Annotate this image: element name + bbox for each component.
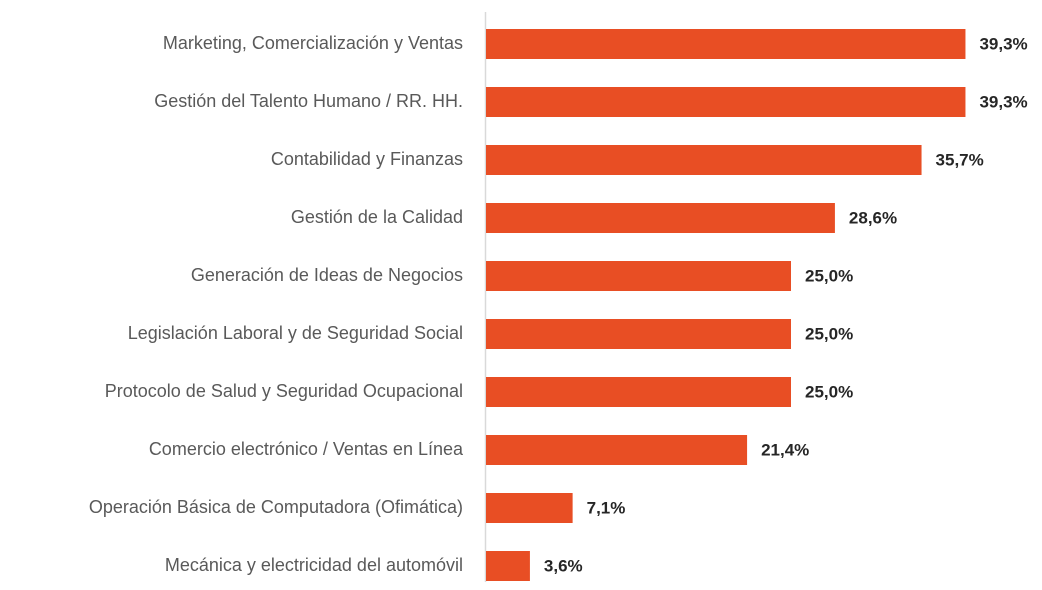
data-label: 25,0% [805,382,853,401]
category-label: Marketing, Comercialización y Ventas [163,33,463,53]
data-label: 39,3% [979,34,1027,53]
data-label: 28,6% [849,208,897,227]
data-label: 7,1% [587,498,626,517]
data-label: 35,7% [936,150,984,169]
bar [486,435,748,465]
bar [486,261,791,291]
bar [486,493,573,523]
data-label: 39,3% [979,92,1027,111]
bar [486,319,791,349]
bar [486,145,922,175]
bar [486,203,835,233]
bar [486,87,966,117]
category-label: Operación Básica de Computadora (Ofimáti… [89,497,463,517]
category-label: Contabilidad y Finanzas [271,149,463,169]
category-label: Gestión del Talento Humano / RR. HH. [154,91,463,111]
data-label: 25,0% [805,324,853,343]
category-label: Generación de Ideas de Negocios [191,265,463,285]
data-label: 21,4% [761,440,809,459]
bar [486,551,530,581]
category-label: Mecánica y electricidad del automóvil [165,555,463,575]
category-label: Protocolo de Salud y Seguridad Ocupacion… [105,381,463,401]
category-label: Gestión de la Calidad [291,207,463,227]
bar [486,29,966,59]
data-label: 3,6% [544,556,583,575]
data-label: 25,0% [805,266,853,285]
bar [486,377,791,407]
category-label: Comercio electrónico / Ventas en Línea [149,439,464,459]
category-label: Legislación Laboral y de Seguridad Socia… [128,323,463,343]
